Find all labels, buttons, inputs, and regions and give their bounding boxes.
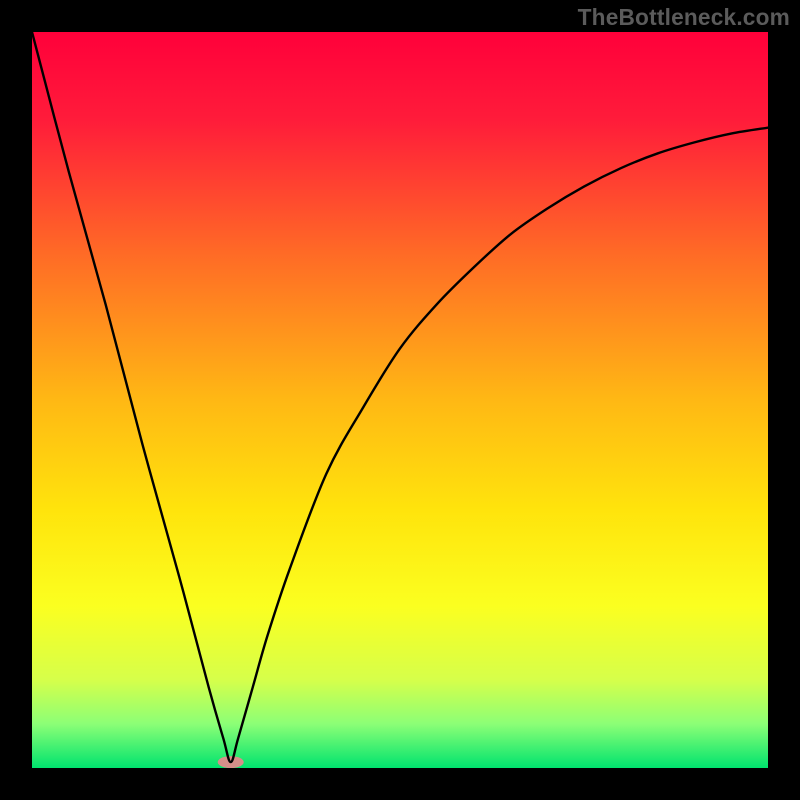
chart-frame: TheBottleneck.com <box>0 0 800 800</box>
plot-area <box>32 32 768 768</box>
bottleneck-curve-layer <box>32 32 768 768</box>
bottleneck-curve <box>32 32 768 762</box>
watermark-text: TheBottleneck.com <box>578 4 790 31</box>
